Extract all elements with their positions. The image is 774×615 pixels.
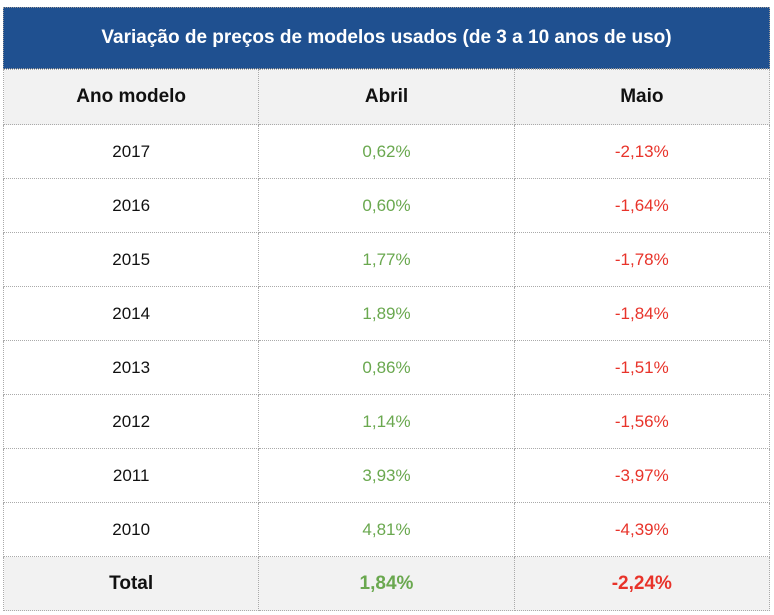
table-row: 2017 0,62% -2,13% [2, 124, 771, 179]
maio-cell: -1,51% [513, 340, 771, 395]
year-cell: 2013 [2, 340, 260, 395]
header-maio: Maio [513, 69, 771, 125]
total-label: Total [2, 556, 260, 611]
year-cell: 2016 [2, 178, 260, 233]
table-row: 2014 1,89% -1,84% [2, 286, 771, 341]
header-abril: Abril [258, 69, 515, 125]
total-abril: 1,84% [258, 556, 515, 611]
abril-cell: 1,89% [258, 286, 515, 341]
year-cell: 2011 [2, 448, 260, 503]
abril-cell: 0,86% [258, 340, 515, 395]
abril-cell: 3,93% [258, 448, 515, 503]
table-row: 2013 0,86% -1,51% [2, 340, 771, 395]
maio-cell: -1,78% [513, 232, 771, 287]
header-ano-modelo: Ano modelo [2, 69, 260, 125]
price-table: Ano modelo Abril Maio 2017 0,62% -2,13% 201… [2, 69, 771, 611]
year-cell: 2017 [2, 124, 260, 179]
table-row: 2016 0,60% -1,64% [2, 178, 771, 233]
table-title: Variação de preços de modelos usados (de… [3, 7, 770, 69]
maio-cell: -1,64% [513, 178, 771, 233]
price-table-container: Variação de preços de modelos usados (de… [2, 7, 771, 611]
abril-cell: 4,81% [258, 502, 515, 557]
table-row: 2010 4,81% -4,39% [2, 502, 771, 557]
header-row: Ano modelo Abril Maio [2, 69, 771, 125]
maio-cell: -1,56% [513, 394, 771, 449]
total-maio: -2,24% [513, 556, 771, 611]
year-cell: 2010 [2, 502, 260, 557]
abril-cell: 0,60% [258, 178, 515, 233]
year-cell: 2014 [2, 286, 260, 341]
abril-cell: 1,77% [258, 232, 515, 287]
abril-cell: 0,62% [258, 124, 515, 179]
maio-cell: -4,39% [513, 502, 771, 557]
table-row: 2015 1,77% -1,78% [2, 232, 771, 287]
year-cell: 2015 [2, 232, 260, 287]
maio-cell: -2,13% [513, 124, 771, 179]
table-row: 2011 3,93% -3,97% [2, 448, 771, 503]
abril-cell: 1,14% [258, 394, 515, 449]
year-cell: 2012 [2, 394, 260, 449]
maio-cell: -1,84% [513, 286, 771, 341]
total-row: Total 1,84% -2,24% [2, 556, 771, 611]
table-row: 2012 1,14% -1,56% [2, 394, 771, 449]
maio-cell: -3,97% [513, 448, 771, 503]
